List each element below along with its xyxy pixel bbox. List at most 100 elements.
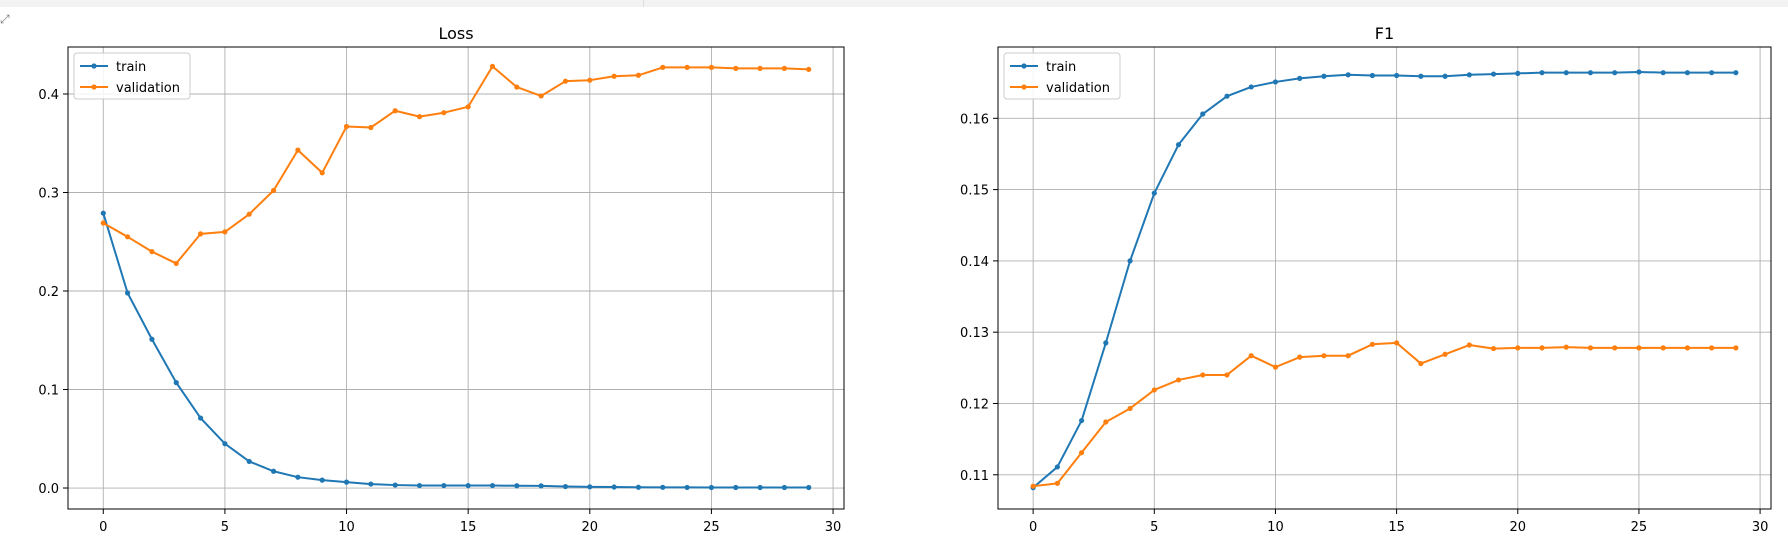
chart-1-series-train-point [441,482,447,489]
chart-1-series-train-point [270,468,277,474]
chart-1-series-train-point [222,441,228,447]
chart-2-series-validation-point [1103,419,1109,425]
chart-2-y-tick-label: 0.14 [960,255,989,270]
chart-1-series-validation-point [441,110,447,116]
chart-2-legend-train-label: train [1046,60,1076,75]
chart-1-series-train-point [587,484,593,490]
chart-1-series-train-point [416,482,423,489]
chart-2-series-validation-point [1369,341,1375,347]
chart-1-series-train-point [319,477,325,483]
chart-2-series-train-point [1175,142,1182,148]
chart-2-series-validation-point [1684,345,1690,351]
chart-2-series-train-point [1321,73,1327,79]
chart-2-series-validation-point [1733,345,1739,351]
chart-2-series-train-point [1539,70,1545,76]
chart-1-x-tick-label: 20 [582,520,599,535]
chart-2-series-validation-point [1587,345,1594,351]
chart-2-series-validation-point [1490,345,1497,352]
chart-1-series-validation-point [465,104,471,110]
chart-1-series-validation-point [611,73,617,79]
chart-1-series-validation-point [587,77,593,83]
chart-1-series-train-point [246,458,252,465]
chart-1-series-validation-point [319,170,325,176]
chart-2-series-train-point [1515,70,1521,76]
chart-2-series-validation-point [1030,483,1036,489]
chart-2-series-train-point [1200,111,1206,117]
chart-1-series-train-point [806,484,812,491]
chart-2-series-train-point [1587,70,1594,76]
chart-2-series-train-point [1709,70,1715,76]
chart-2-series-train-point [1345,72,1351,78]
chart-1-series-train-point [465,482,471,489]
chart-2-series-validation-line [1033,341,1736,488]
chart-2-series-validation-point [1515,345,1521,351]
chart-1-y-tick-label: 0.2 [38,285,59,300]
chart-2-series-validation-point [1563,344,1569,350]
chart-1-series-train-point [392,482,398,488]
chart-2-series-validation-point [1466,342,1472,348]
chart-1-series-validation-point [100,220,106,226]
chart-1-series-train-point [781,484,788,491]
chart-2-series-train-point [1684,70,1690,76]
chart-2-series-train-point [1054,464,1060,470]
chart-1-series-validation-point [684,64,690,70]
chart-1-series-validation-point [708,64,715,70]
chart-2-series-validation-point [1321,353,1327,359]
chart-1-series-train-point [100,210,106,216]
chart-2-x-tick-label: 15 [1388,520,1405,535]
chart-2-y-tick-label: 0.11 [960,469,989,484]
expand-icon[interactable]: ⤢ [0,12,10,26]
chart-1-x-tick-label: 10 [338,520,355,535]
chart-1-y-tick-label: 0.3 [38,186,59,201]
chart-1-series-train-line [102,212,809,489]
chart-1-y-tick-label: 0.4 [38,88,59,103]
chart-1-series-train-point [514,483,520,489]
chart-2-series-train-line [1032,70,1736,489]
chart-1-x-tick-label: 0 [99,520,107,535]
chart-1-series-train-point [173,380,179,386]
chart-2-series-train-point [1442,73,1448,79]
chart-1-series-train-point [635,484,642,490]
chart-1-series-train-point [295,474,301,480]
chart-1-series-train-point [368,481,374,487]
chart-1-axes-frame [67,46,845,510]
chart-2-series-train-point [1224,93,1230,99]
chart-1-series-validation-point [270,187,277,194]
chart-1-x-tick-label: 30 [825,520,842,535]
chart-2-series-train-point [1151,190,1157,196]
chart-2-series-validation-point [1394,340,1400,346]
chart-2-x-tick-label: 20 [1510,520,1527,535]
chart-1-series-train-point [708,484,715,491]
chart-2-legend-validation-marker [1021,84,1027,90]
chart-1-x-tick-label: 15 [460,520,477,535]
chart-2-series-train-point [1418,73,1424,79]
chart-2-series-validation-point [1418,360,1424,367]
chart-2-series-train-point [1369,72,1375,79]
chart-2-x-tick-label: 25 [1631,520,1648,535]
chart-2-series-train-point [1127,258,1133,264]
chart-1-series-train-point [660,484,666,490]
chart-1-y-tick-label: 0.0 [38,482,59,497]
chart-1-series-validation-point [635,72,642,78]
chart-2-series-validation-point [1224,372,1230,378]
chart-1-series-validation-point [343,123,350,130]
chart-1-series-validation-point [733,65,739,71]
chart-2-x-tick-label: 10 [1267,520,1284,535]
chart-1-series-train-point [611,484,617,490]
chart-1-series-validation-point [368,124,374,131]
chart-2-series-validation-point [1612,345,1618,351]
chart-1-series-train-point [733,484,739,491]
chart-1-series-validation-point [538,93,544,99]
chart-2-x-tick-label: 5 [1150,520,1158,535]
chart-2-series-train-point [1394,72,1400,79]
chart-2-y-tick-label: 0.12 [960,397,989,412]
chart-2-series-validation-point [1127,405,1133,412]
chart-2-series-validation-point [1054,480,1060,486]
chart-1-series-train-point [757,484,763,491]
chart-2-series-train-point [1733,70,1739,76]
cell-output-toolbar [0,0,1788,7]
chart-2-series-validation-point [1442,351,1448,357]
chart-1-series-validation-point [392,108,398,114]
chart-1-series-train-point [538,483,544,489]
